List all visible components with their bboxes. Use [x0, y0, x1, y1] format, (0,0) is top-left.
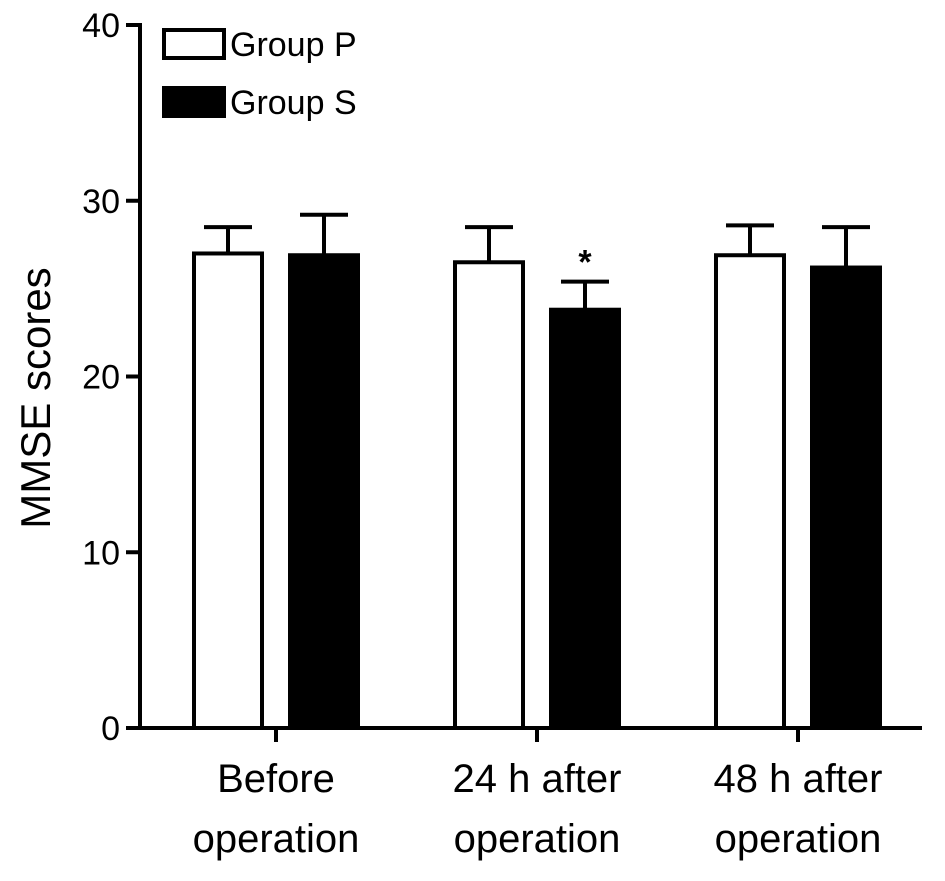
bar [714, 253, 786, 730]
bar [549, 307, 621, 730]
axes: 0 10 20 30 40 Before operation 24 h after operat… [82, 7, 922, 861]
bar [192, 251, 264, 730]
x-tick-label-line: operation [454, 817, 621, 861]
bar [810, 265, 882, 730]
y-tick-label: 20 [82, 359, 120, 397]
y-tick-label: 30 [82, 183, 120, 221]
x-tick-label: 48 h after operation [713, 757, 882, 861]
x-tick-label-line: Before [217, 757, 335, 801]
x-tick-label-line: operation [193, 817, 360, 861]
x-tick-label-line: 48 h after [713, 757, 882, 801]
bar [453, 260, 525, 730]
y-axis-title: MMSE scores [12, 267, 59, 528]
y-tick-label: 40 [82, 7, 120, 45]
x-tick-label-line: 24 h after [452, 757, 621, 801]
x-tick-label-line: operation [715, 817, 882, 861]
y-tick-label: 0 [101, 710, 120, 748]
legend-swatch [162, 86, 226, 118]
legend: Group P Group S [162, 26, 357, 122]
x-tick-label: 24 h after operation [452, 757, 621, 861]
bar [288, 253, 360, 730]
legend-label: Group P [230, 26, 357, 64]
legend-swatch [162, 28, 226, 60]
bars: * [192, 212, 882, 730]
y-tick-label: 10 [82, 534, 120, 572]
significance-marker: * [578, 244, 592, 282]
legend-label: Group S [230, 84, 357, 122]
x-tick-label: Before operation [193, 757, 360, 861]
